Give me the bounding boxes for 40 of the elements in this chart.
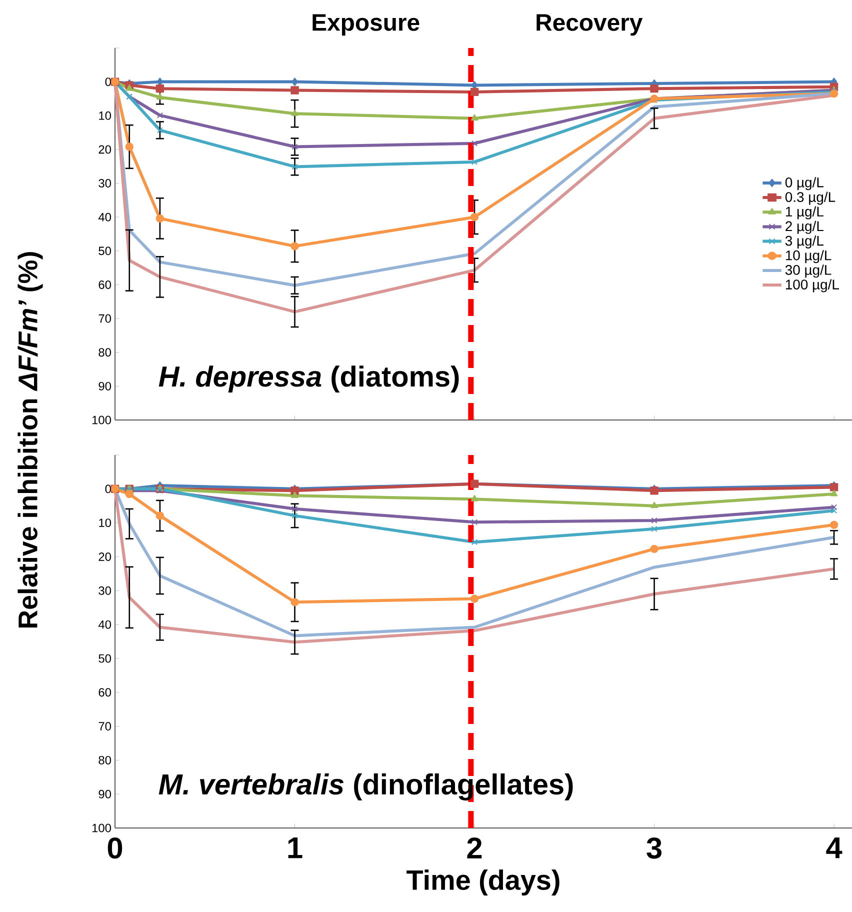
- y-tick-label: 10: [99, 518, 112, 528]
- x-tick-label: 2: [467, 838, 482, 858]
- y-tick-label: 40: [98, 212, 112, 222]
- y-tick-label: 0: [105, 484, 112, 494]
- x-tick-label: 4: [826, 838, 842, 858]
- text: M. vertebralis (dinoflagellates): [158, 773, 573, 800]
- y-tick-label: 60: [98, 280, 112, 289]
- legend-label: 2 µg/L: [786, 220, 824, 234]
- y-tick-label: 80: [98, 756, 112, 764]
- y-tick-label: 50: [98, 654, 112, 663]
- y-tick-label: 80: [98, 348, 112, 357]
- y-tick-label: 100: [92, 824, 112, 832]
- y-tick-label: 50: [98, 246, 112, 256]
- y-tick-label: 40: [98, 620, 112, 629]
- legend-label: 30 µg/L: [785, 264, 832, 278]
- y-tick-label: 90: [98, 790, 112, 798]
- y-tick-label: 20: [98, 552, 112, 561]
- text: H. depressa (diatoms): [158, 366, 459, 393]
- legend-label: 10 µg/L: [786, 250, 832, 264]
- legend-label: 0 µg/L: [785, 177, 824, 190]
- y-tick-label: 70: [98, 314, 112, 323]
- x-axis-title: Time (days): [406, 870, 560, 896]
- y-tick-label: 90: [98, 382, 112, 390]
- y-tick-label: 60: [98, 688, 112, 697]
- y-tick-label: 0: [105, 78, 112, 86]
- y-tick-label: 20: [98, 145, 112, 154]
- text: Recovery: [536, 14, 643, 36]
- y-tick-label: 10: [99, 111, 112, 120]
- text: Exposure: [312, 14, 420, 36]
- y-axis-title: Relative inhibition ΔF/Fm’ (%): [18, 252, 43, 628]
- legend-label: 3 µg/L: [785, 235, 824, 248]
- legend-label: 1 µg/L: [786, 206, 824, 220]
- legend-label: 0.3 µg/L: [785, 192, 836, 205]
- x-tick-label: 3: [646, 838, 662, 859]
- legend-label: 100 µg/L: [786, 279, 839, 292]
- y-tick-label: 30: [98, 179, 112, 188]
- x-tick-label: 1: [288, 838, 302, 858]
- y-tick-label: 30: [98, 586, 112, 595]
- y-tick-label: 100: [92, 416, 112, 424]
- y-tick-label: 70: [98, 722, 112, 730]
